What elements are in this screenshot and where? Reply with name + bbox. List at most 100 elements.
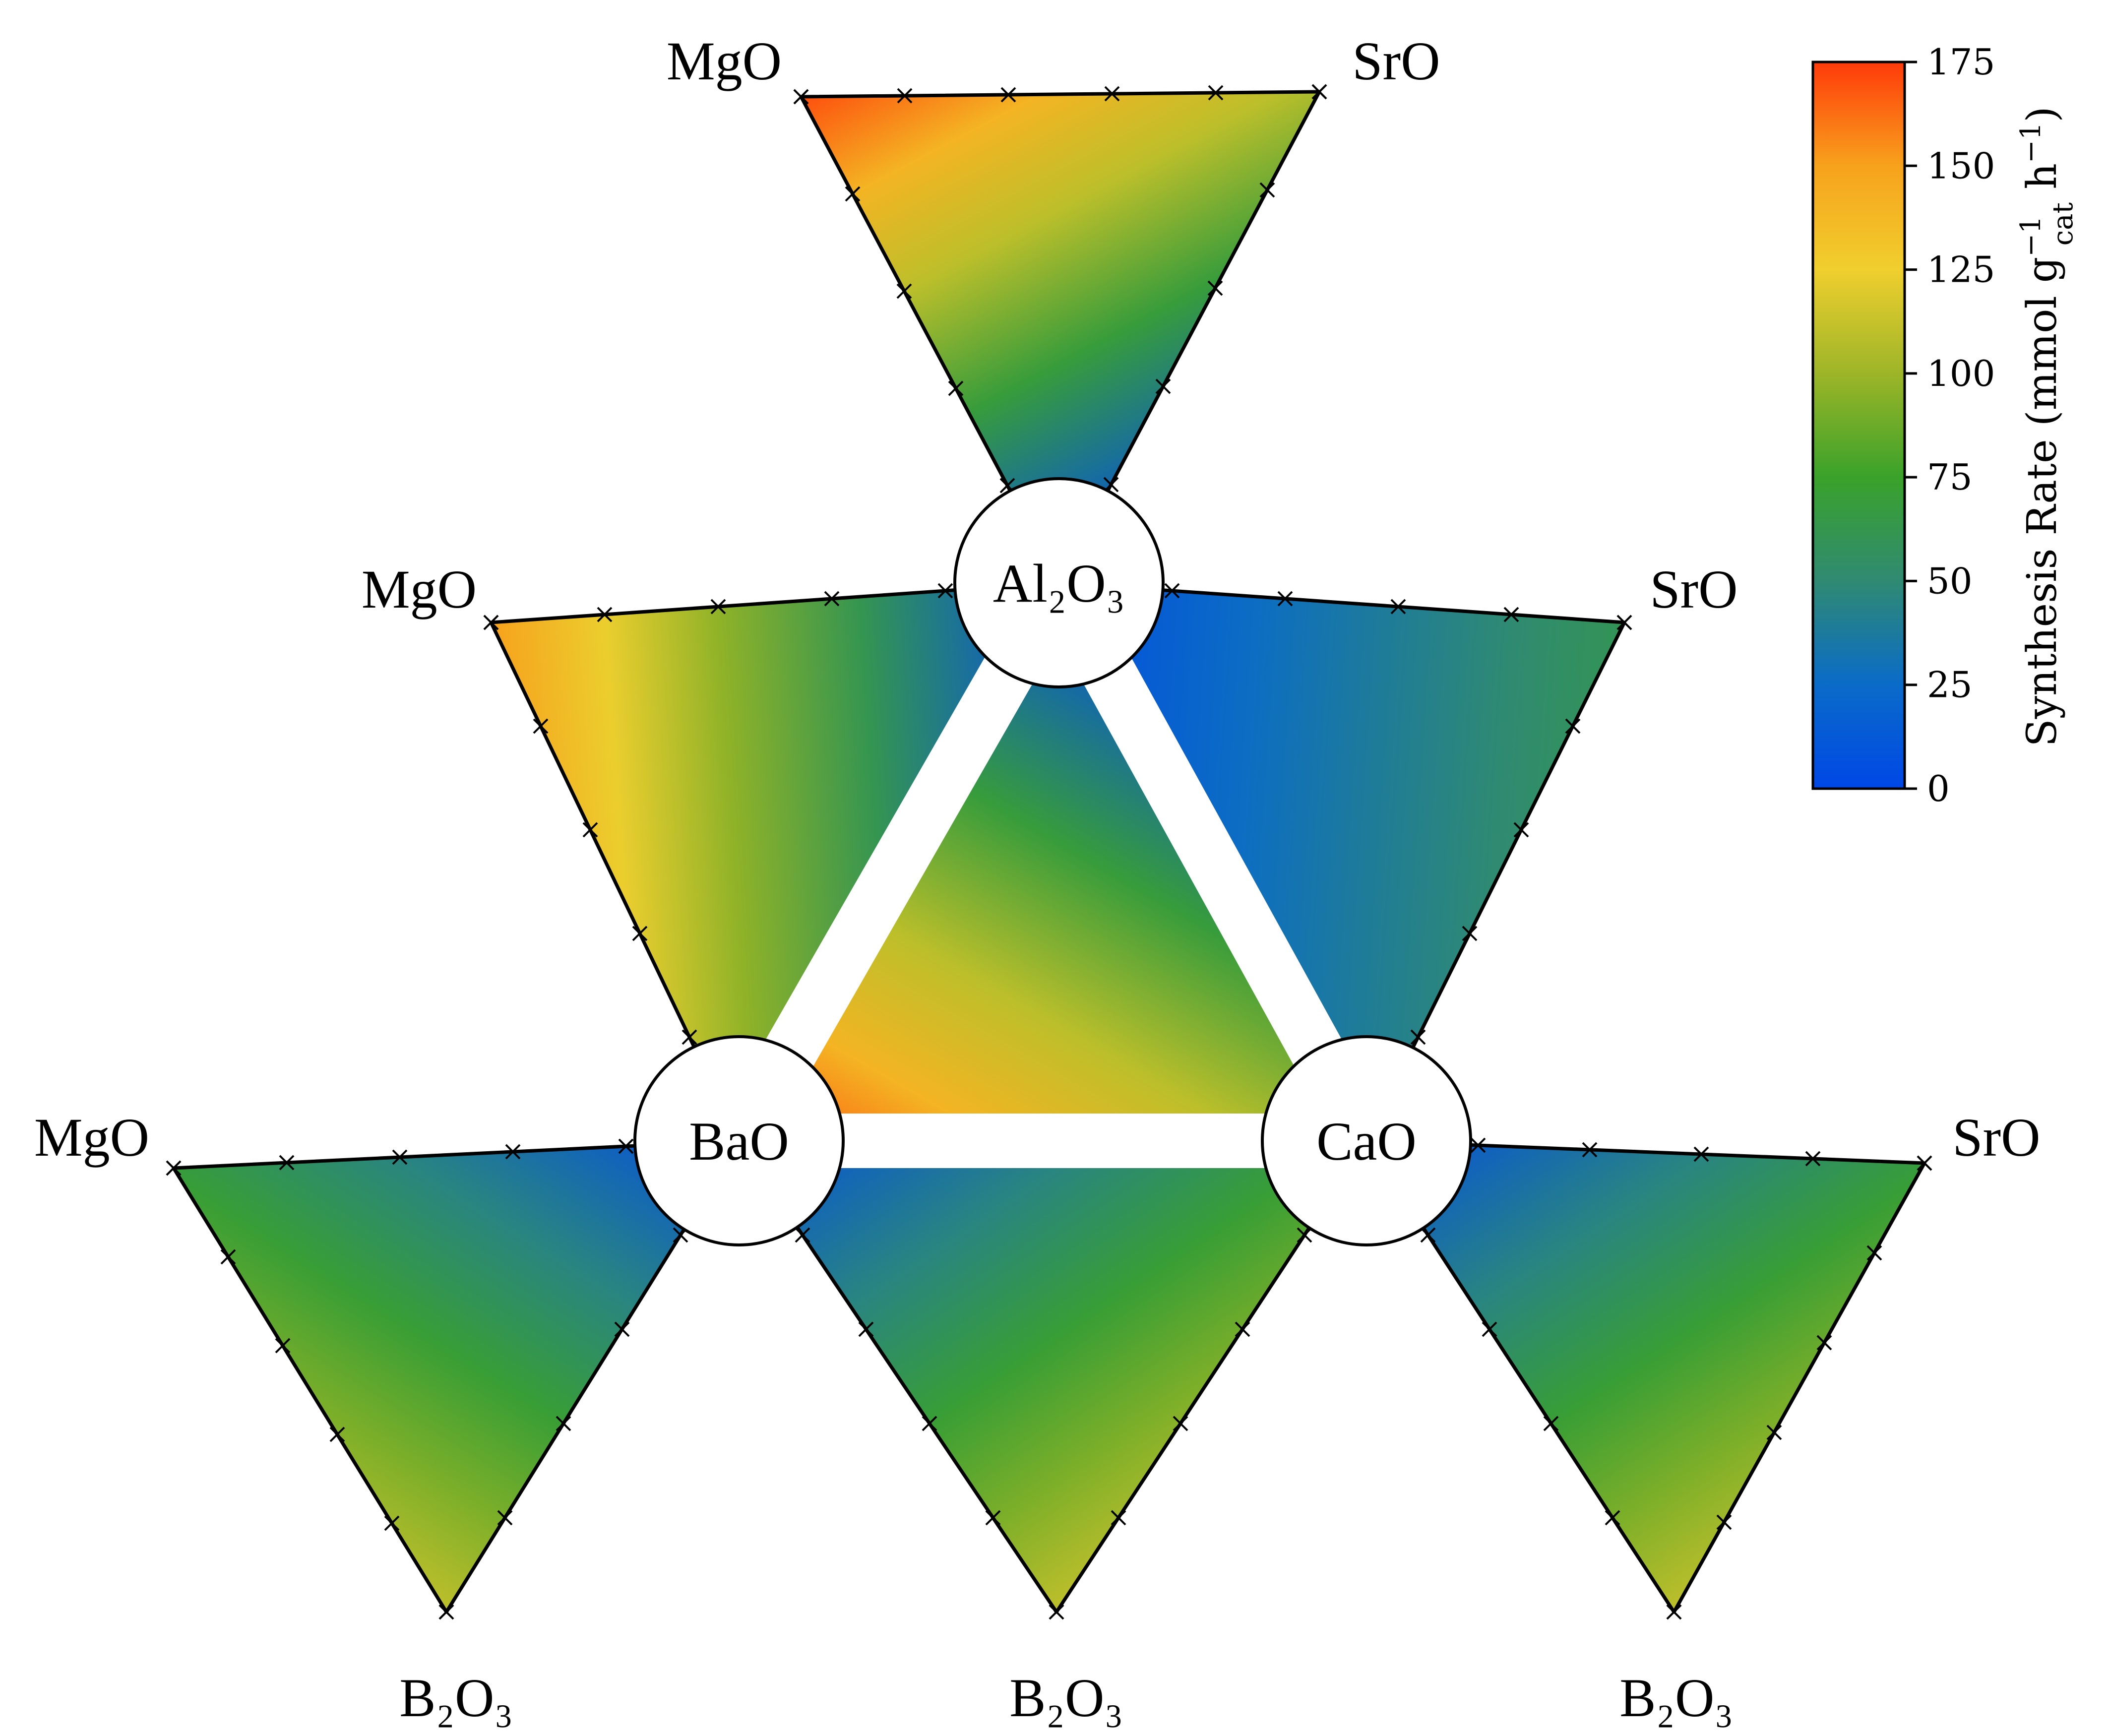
hub-bao-label: BaO: [689, 1111, 789, 1172]
edge-tick: [922, 1416, 937, 1431]
edge-tick: [1207, 280, 1223, 296]
edge-tick: [1543, 1416, 1559, 1431]
edge-tick: [937, 583, 953, 599]
ternary-panel-mgo-bao-b2o3: [172, 1139, 741, 1614]
edge-tick: [1616, 615, 1632, 630]
ternary-panel-cao-sro-b2o3: [1364, 1139, 1926, 1614]
edge-tick: [1816, 1335, 1832, 1351]
edge-tick: [1420, 1227, 1436, 1243]
edge-tick: [1049, 1604, 1064, 1620]
edge-tick: [1605, 1510, 1620, 1526]
edge-tick: [896, 283, 912, 299]
colorbar-gradient: [1811, 61, 1906, 790]
edge-tick: [1277, 591, 1293, 607]
edge-tick: [279, 1155, 295, 1171]
edge-tick: [483, 615, 499, 630]
edge-tick: [845, 186, 861, 202]
edge-tick: [1259, 182, 1275, 198]
edge-tick: [1111, 1510, 1126, 1526]
edge-tick: [632, 926, 648, 941]
hub-al2o3-circle: [953, 477, 1165, 688]
edge-tick: [710, 599, 726, 615]
colorbar: 0 25 50 75 100 125 150 175 Synthesis Rate (mmol…: [1811, 41, 2079, 809]
edge-tick: [1666, 1604, 1682, 1620]
edge-tick: [329, 1426, 345, 1442]
edge-tick: [948, 380, 964, 396]
colorbar-tick-label: 50: [1927, 560, 1973, 602]
edge-tick: [824, 591, 840, 607]
colorbar-ticks: 0 25 50 75 100 125 150 175: [1905, 41, 1995, 809]
edge-tick: [618, 1138, 634, 1154]
ternary-panel-mgo-sro-al2o3: [799, 90, 1321, 585]
edge-tick: [1410, 1029, 1426, 1045]
hub-connector: [715, 569, 1083, 1155]
edge-tick: [533, 718, 549, 734]
colorbar-tick-label: 150: [1927, 145, 1995, 186]
label-mgo-bottom: MgO: [34, 1107, 149, 1168]
edge-tick: [1164, 583, 1180, 599]
label-b2o3-right: B₂O₃: [1619, 1668, 1734, 1728]
colorbar-tick-label: 175: [1927, 41, 1995, 83]
colorbar-tick-label: 75: [1927, 456, 1973, 498]
colorbar-tick-label: 0: [1927, 768, 1950, 809]
edge-tick: [1155, 378, 1171, 394]
hub-circles: Al₂O₃ BaO CaO: [633, 477, 1472, 1246]
edge-tick: [1565, 718, 1581, 734]
label-b2o3-mid: B₂O₃: [1009, 1668, 1123, 1728]
edge-tick: [1482, 1321, 1497, 1337]
edge-tick: [556, 1416, 571, 1431]
edge-tick: [793, 89, 809, 105]
label-sro-top: SrO: [1352, 31, 1440, 91]
edge-tick: [1716, 1514, 1732, 1530]
label-mgo-mid: MgO: [362, 559, 477, 620]
edge-tick: [1208, 85, 1224, 101]
hub-bao-circle: [633, 1035, 845, 1246]
edge-tick: [795, 1227, 810, 1243]
edge-tick: [1390, 599, 1406, 615]
edge-tick: [438, 1604, 454, 1620]
edge-tick: [1582, 1142, 1598, 1158]
edge-tick: [384, 1515, 400, 1531]
edge-tick: [220, 1249, 236, 1265]
edge-tick: [582, 822, 598, 838]
edge-tick: [985, 1510, 1001, 1526]
colorbar-tick-label: 100: [1927, 353, 1995, 394]
edge-tick: [1693, 1146, 1709, 1162]
label-mgo-top: MgO: [667, 31, 782, 91]
edge-tick: [497, 1510, 513, 1526]
edge-tick: [1470, 1137, 1486, 1153]
edge-tick: [1805, 1151, 1821, 1167]
edge-tick: [1766, 1425, 1782, 1440]
colorbar-title: Synthesis Rate (mmol g−1cat h−1): [2015, 106, 2079, 746]
edge-tick: [597, 607, 613, 622]
edge-tick: [858, 1321, 874, 1337]
colorbar-tick-label: 125: [1927, 249, 1995, 291]
edge-tick: [1297, 1227, 1312, 1243]
edge-tick: [614, 1321, 630, 1337]
ternary-panel-bao-cao-b2o3: [737, 1139, 1368, 1614]
edge-tick: [1173, 1416, 1188, 1431]
colorbar-tick-label: 25: [1927, 664, 1973, 706]
edge-tick: [166, 1160, 182, 1176]
edge-tick: [1503, 607, 1519, 622]
edge-tick: [897, 88, 913, 104]
edge-tick: [1462, 926, 1478, 941]
edge-tick: [1000, 87, 1016, 103]
vertex-labels: MgO SrO MgO SrO MgO SrO B₂O₃ B₂O₃ B₂O₃: [34, 31, 2041, 1728]
edge-tick: [1866, 1245, 1882, 1261]
hub-connector: [1035, 569, 1391, 1154]
edge-tick: [1235, 1321, 1250, 1337]
label-sro-mid: SrO: [1650, 559, 1737, 620]
hub-cao-circle: [1261, 1035, 1472, 1246]
edge-tick: [1513, 822, 1529, 838]
label-sro-bottom: SrO: [1952, 1107, 2040, 1168]
hub-al2o3-label: Al₂O₃: [993, 553, 1125, 614]
label-b2o3-left: B₂O₃: [399, 1668, 513, 1728]
edge-tick: [1104, 86, 1120, 102]
hub-cao-label: CaO: [1316, 1111, 1417, 1172]
edge-tick: [275, 1338, 291, 1354]
edge-tick: [505, 1144, 521, 1160]
edge-tick: [1917, 1155, 1932, 1171]
ternary-panels: [166, 84, 1932, 1620]
